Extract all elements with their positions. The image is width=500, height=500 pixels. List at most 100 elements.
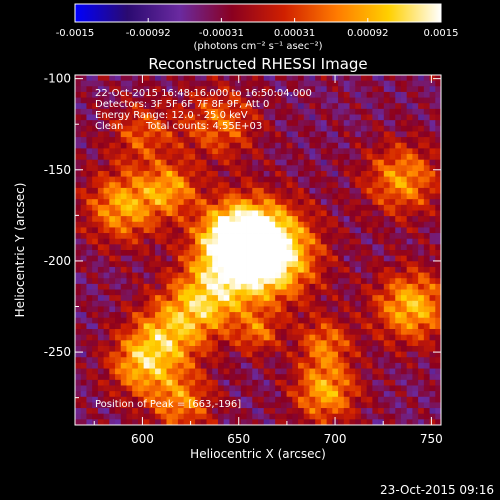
heatmap-cell xyxy=(109,120,116,127)
heatmap-cell xyxy=(258,108,265,115)
heatmap-cell xyxy=(132,227,139,234)
heatmap-cell xyxy=(217,216,225,223)
heatmap-cell xyxy=(177,340,185,347)
heatmap-cell xyxy=(86,368,93,375)
heatmap-cell xyxy=(435,283,442,290)
heatmap-cell xyxy=(258,187,265,194)
heatmap-cell xyxy=(263,357,270,364)
heatmap-cell xyxy=(343,80,350,87)
heatmap-cell xyxy=(86,176,93,183)
heatmap-cell xyxy=(406,306,413,313)
heatmap-cell xyxy=(212,227,219,234)
heatmap-cell xyxy=(395,368,402,375)
heatmap-cell xyxy=(189,379,196,386)
heatmap-cell xyxy=(80,391,87,398)
heatmap-cell xyxy=(189,148,196,155)
heatmap-cell xyxy=(309,317,316,324)
heatmap-cell xyxy=(75,114,82,121)
heatmap-cell xyxy=(309,357,316,364)
heatmap-cell xyxy=(383,351,390,358)
heatmap-cell xyxy=(418,266,425,273)
heatmap-cell xyxy=(338,210,345,217)
heatmap-cell xyxy=(235,170,242,178)
heatmap-cell xyxy=(280,289,287,296)
heatmap-cell xyxy=(383,176,390,183)
heatmap-cell xyxy=(229,408,236,415)
heatmap-cell xyxy=(286,368,293,375)
heatmap-cell xyxy=(435,385,442,392)
heatmap-cell xyxy=(240,91,247,98)
heatmap-cell xyxy=(86,227,93,234)
heatmap-cell xyxy=(223,204,230,211)
heatmap-cell xyxy=(252,86,259,93)
heatmap-cell xyxy=(103,340,110,347)
heatmap-cell xyxy=(75,362,82,369)
heatmap-cell xyxy=(195,266,202,273)
heatmap-cell xyxy=(143,396,150,403)
heatmap-cell xyxy=(395,419,402,426)
heatmap-cell xyxy=(406,379,413,386)
heatmap-cell xyxy=(155,312,162,319)
heatmap-cell xyxy=(372,379,379,386)
heatmap-cell xyxy=(252,317,259,324)
heatmap-cell xyxy=(389,80,396,87)
heatmap-cell xyxy=(309,391,316,398)
heatmap-cell xyxy=(235,368,242,375)
heatmap-cell xyxy=(126,154,133,161)
heatmap-cell xyxy=(355,97,362,104)
heatmap-cell xyxy=(240,266,247,273)
heatmap-cell xyxy=(338,142,345,149)
heatmap-cell xyxy=(92,114,99,121)
heatmap-cell xyxy=(200,154,207,161)
heatmap-cell xyxy=(435,204,442,211)
heatmap-cell xyxy=(332,278,339,285)
heatmap-cell xyxy=(223,419,230,426)
heatmap-cell xyxy=(406,261,413,268)
heatmap-cell xyxy=(212,345,219,353)
colorbar-tick-label: 0.00092 xyxy=(347,28,388,39)
heatmap-cell xyxy=(195,187,202,194)
heatmap-cell xyxy=(143,334,150,341)
heatmap-cell xyxy=(160,120,167,127)
heatmap-cell xyxy=(80,351,87,358)
heatmap-cell xyxy=(200,323,207,330)
heatmap-cell xyxy=(115,176,122,183)
heatmap-cell xyxy=(378,131,385,138)
heatmap-cell xyxy=(412,340,419,347)
heatmap-cell xyxy=(235,250,242,257)
heatmap-cell xyxy=(383,323,390,330)
heatmap-cell xyxy=(143,210,150,217)
heatmap-cell xyxy=(103,323,110,330)
heatmap-cell xyxy=(366,103,373,110)
heatmap-cell xyxy=(292,329,299,336)
heatmap-cell xyxy=(263,368,270,375)
heatmap-cell xyxy=(160,227,167,234)
heatmap-cell xyxy=(378,317,385,324)
heatmap-cell xyxy=(400,148,408,155)
heatmap-cell xyxy=(183,176,190,183)
heatmap-cell xyxy=(315,255,322,262)
heatmap-cell xyxy=(75,216,82,223)
heatmap-cell xyxy=(126,329,133,336)
heatmap-cell xyxy=(212,419,219,426)
heatmap-cell xyxy=(160,182,167,189)
heatmap-cell xyxy=(235,419,242,426)
heatmap-cell xyxy=(189,131,196,138)
heatmap-cell xyxy=(229,108,236,115)
heatmap-cell xyxy=(137,340,145,347)
heatmap-cell xyxy=(429,374,436,381)
heatmap-cell xyxy=(109,176,116,183)
heatmap-cell xyxy=(418,86,425,93)
heatmap-cell xyxy=(80,199,87,206)
total-counts-text: Total counts: 4.55E+03 xyxy=(145,121,262,132)
heatmap-cell xyxy=(132,419,139,426)
heatmap-cell xyxy=(320,86,328,93)
heatmap-cell xyxy=(366,340,373,347)
heatmap-cell xyxy=(212,272,219,279)
heatmap-cell xyxy=(423,244,430,251)
heatmap-cell xyxy=(372,137,379,144)
heatmap-cell xyxy=(395,351,402,358)
heatmap-cell xyxy=(120,283,127,290)
heatmap-cell xyxy=(275,402,282,409)
heatmap-cell xyxy=(252,396,259,403)
